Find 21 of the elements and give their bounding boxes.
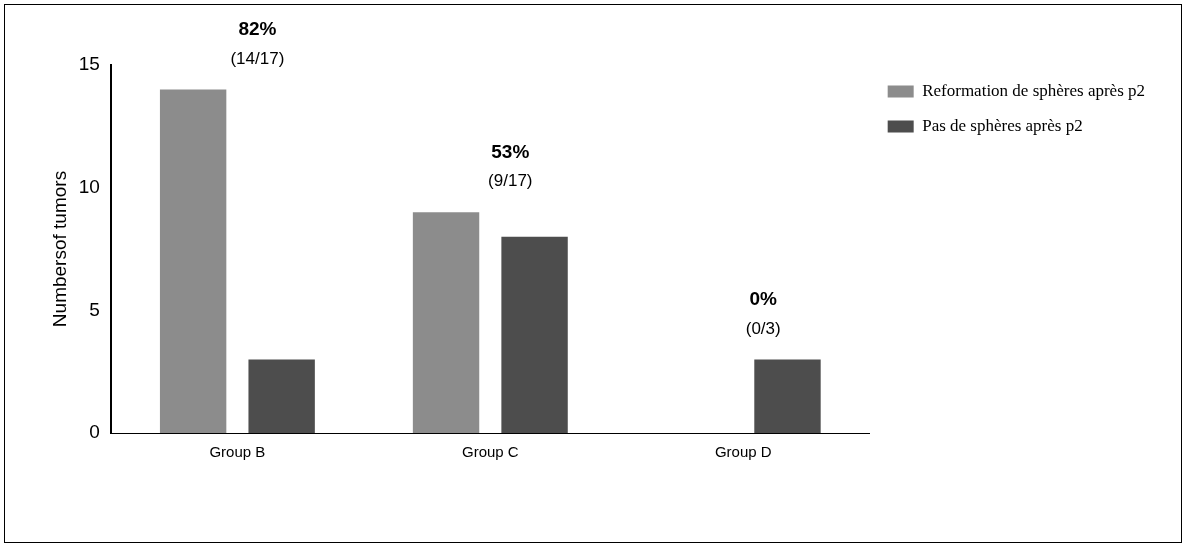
bar	[501, 236, 568, 433]
annotation: 0%	[749, 288, 778, 310]
bar	[248, 359, 315, 433]
y-tick-label: 15	[78, 53, 100, 75]
x-tick-label: Group B	[209, 443, 266, 461]
annotation: (14/17)	[230, 48, 285, 68]
bar	[754, 359, 821, 433]
y-tick-label: 5	[89, 298, 100, 320]
y-tick-label: 10	[78, 175, 100, 197]
annotation: (0/3)	[745, 318, 781, 338]
x-tick-label: Group C	[461, 443, 519, 461]
y-axis-title: Numbersof tumors	[48, 170, 70, 328]
y-tick-label: 0	[89, 421, 100, 443]
annotation: 53%	[491, 140, 530, 162]
x-tick-label: Group D	[714, 443, 772, 461]
annotation: (9/17)	[488, 171, 533, 191]
bar	[159, 89, 227, 433]
legend-label: Pas de sphères après p2	[922, 115, 1083, 135]
bar	[412, 212, 480, 433]
text: 82%	[238, 18, 277, 40]
legend-label: Reformation de sphères après p2	[922, 80, 1146, 100]
